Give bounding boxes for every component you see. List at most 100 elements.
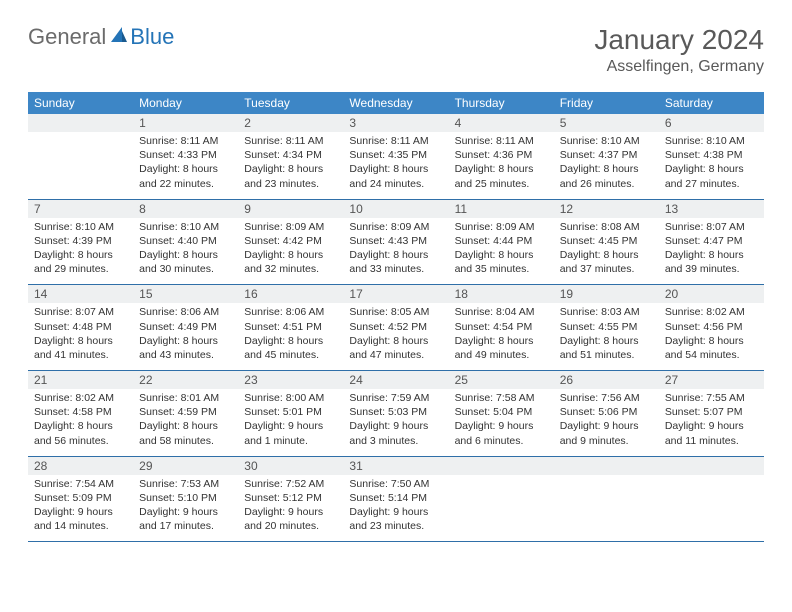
day-line: Daylight: 8 hours [349, 248, 442, 262]
day-line: Sunset: 5:14 PM [349, 491, 442, 505]
day-number: 19 [554, 285, 659, 303]
calendar-week-row: 21Sunrise: 8:02 AMSunset: 4:58 PMDayligh… [28, 371, 764, 457]
calendar-cell: 4Sunrise: 8:11 AMSunset: 4:36 PMDaylight… [449, 114, 554, 199]
day-number: 16 [238, 285, 343, 303]
day-number: 3 [343, 114, 448, 132]
day-line: Sunrise: 7:53 AM [139, 477, 232, 491]
day-number: 22 [133, 371, 238, 389]
calendar-cell: 28Sunrise: 7:54 AMSunset: 5:09 PMDayligh… [28, 456, 133, 542]
day-line: Daylight: 8 hours [665, 248, 758, 262]
calendar-cell: 14Sunrise: 8:07 AMSunset: 4:48 PMDayligh… [28, 285, 133, 371]
calendar-cell: 10Sunrise: 8:09 AMSunset: 4:43 PMDayligh… [343, 199, 448, 285]
day-line: Sunrise: 8:09 AM [244, 220, 337, 234]
day-line: Sunrise: 8:11 AM [349, 134, 442, 148]
calendar-cell: 21Sunrise: 8:02 AMSunset: 4:58 PMDayligh… [28, 371, 133, 457]
day-body: Sunrise: 8:03 AMSunset: 4:55 PMDaylight:… [554, 303, 659, 370]
day-line: Daylight: 9 hours [349, 419, 442, 433]
day-line: Sunrise: 8:10 AM [560, 134, 653, 148]
day-line: Sunset: 4:52 PM [349, 320, 442, 334]
day-number [28, 114, 133, 132]
day-line: Sunset: 4:36 PM [455, 148, 548, 162]
day-line: Sunrise: 8:08 AM [560, 220, 653, 234]
day-line: Sunrise: 8:07 AM [34, 305, 127, 319]
calendar-cell: 15Sunrise: 8:06 AMSunset: 4:49 PMDayligh… [133, 285, 238, 371]
day-body: Sunrise: 8:08 AMSunset: 4:45 PMDaylight:… [554, 218, 659, 285]
day-line: Sunset: 4:40 PM [139, 234, 232, 248]
logo-text-blue: Blue [130, 24, 174, 50]
day-body: Sunrise: 7:58 AMSunset: 5:04 PMDaylight:… [449, 389, 554, 456]
day-number [449, 457, 554, 475]
day-line: Sunset: 4:45 PM [560, 234, 653, 248]
day-number [659, 457, 764, 475]
calendar-cell [449, 456, 554, 542]
day-line: and 26 minutes. [560, 177, 653, 191]
day-body: Sunrise: 8:01 AMSunset: 4:59 PMDaylight:… [133, 389, 238, 456]
day-line: Sunset: 5:03 PM [349, 405, 442, 419]
day-line: and 27 minutes. [665, 177, 758, 191]
day-number [554, 457, 659, 475]
day-line: Sunrise: 8:02 AM [34, 391, 127, 405]
day-number: 6 [659, 114, 764, 132]
day-number: 28 [28, 457, 133, 475]
day-body: Sunrise: 8:02 AMSunset: 4:58 PMDaylight:… [28, 389, 133, 456]
calendar-cell: 22Sunrise: 8:01 AMSunset: 4:59 PMDayligh… [133, 371, 238, 457]
day-line: and 32 minutes. [244, 262, 337, 276]
day-line: Sunrise: 8:06 AM [139, 305, 232, 319]
day-body [28, 132, 133, 190]
day-line: and 9 minutes. [560, 434, 653, 448]
day-number: 26 [554, 371, 659, 389]
day-line: and 14 minutes. [34, 519, 127, 533]
day-line: and 22 minutes. [139, 177, 232, 191]
day-line: and 25 minutes. [455, 177, 548, 191]
day-line: Sunset: 4:49 PM [139, 320, 232, 334]
day-number: 9 [238, 200, 343, 218]
day-line: Sunset: 4:55 PM [560, 320, 653, 334]
day-line: and 11 minutes. [665, 434, 758, 448]
day-line: Sunrise: 8:02 AM [665, 305, 758, 319]
day-line: Daylight: 9 hours [560, 419, 653, 433]
day-line: Daylight: 8 hours [139, 334, 232, 348]
day-line: Daylight: 8 hours [34, 419, 127, 433]
calendar-week-row: 28Sunrise: 7:54 AMSunset: 5:09 PMDayligh… [28, 456, 764, 542]
day-line: Sunrise: 7:50 AM [349, 477, 442, 491]
day-body: Sunrise: 8:10 AMSunset: 4:40 PMDaylight:… [133, 218, 238, 285]
day-line: Daylight: 8 hours [139, 248, 232, 262]
day-line: Sunrise: 8:00 AM [244, 391, 337, 405]
day-body: Sunrise: 8:11 AMSunset: 4:36 PMDaylight:… [449, 132, 554, 199]
day-line: and 23 minutes. [349, 519, 442, 533]
day-line: and 49 minutes. [455, 348, 548, 362]
calendar-cell: 17Sunrise: 8:05 AMSunset: 4:52 PMDayligh… [343, 285, 448, 371]
day-line: Daylight: 8 hours [665, 334, 758, 348]
weekday-header-row: SundayMondayTuesdayWednesdayThursdayFrid… [28, 92, 764, 114]
day-line: Sunrise: 8:11 AM [244, 134, 337, 148]
day-body [449, 475, 554, 533]
location: Asselfingen, Germany [594, 58, 764, 76]
calendar-cell: 27Sunrise: 7:55 AMSunset: 5:07 PMDayligh… [659, 371, 764, 457]
calendar-cell: 23Sunrise: 8:00 AMSunset: 5:01 PMDayligh… [238, 371, 343, 457]
calendar-cell: 31Sunrise: 7:50 AMSunset: 5:14 PMDayligh… [343, 456, 448, 542]
day-number: 12 [554, 200, 659, 218]
day-body: Sunrise: 7:53 AMSunset: 5:10 PMDaylight:… [133, 475, 238, 542]
day-number: 5 [554, 114, 659, 132]
calendar-week-row: 7Sunrise: 8:10 AMSunset: 4:39 PMDaylight… [28, 199, 764, 285]
calendar-cell: 26Sunrise: 7:56 AMSunset: 5:06 PMDayligh… [554, 371, 659, 457]
day-line: and 45 minutes. [244, 348, 337, 362]
day-line: Sunset: 4:39 PM [34, 234, 127, 248]
day-line: Sunrise: 8:10 AM [665, 134, 758, 148]
day-line: Sunset: 5:06 PM [560, 405, 653, 419]
day-line: and 30 minutes. [139, 262, 232, 276]
day-line: Sunrise: 8:05 AM [349, 305, 442, 319]
day-number: 24 [343, 371, 448, 389]
calendar-cell: 24Sunrise: 7:59 AMSunset: 5:03 PMDayligh… [343, 371, 448, 457]
day-line: Sunrise: 7:52 AM [244, 477, 337, 491]
calendar-cell: 1Sunrise: 8:11 AMSunset: 4:33 PMDaylight… [133, 114, 238, 199]
day-number: 8 [133, 200, 238, 218]
day-line: Sunset: 4:35 PM [349, 148, 442, 162]
day-number: 25 [449, 371, 554, 389]
day-number: 10 [343, 200, 448, 218]
calendar-cell: 12Sunrise: 8:08 AMSunset: 4:45 PMDayligh… [554, 199, 659, 285]
day-line: Daylight: 8 hours [139, 162, 232, 176]
day-line: Sunrise: 7:55 AM [665, 391, 758, 405]
day-line: Daylight: 8 hours [665, 162, 758, 176]
calendar-cell: 25Sunrise: 7:58 AMSunset: 5:04 PMDayligh… [449, 371, 554, 457]
